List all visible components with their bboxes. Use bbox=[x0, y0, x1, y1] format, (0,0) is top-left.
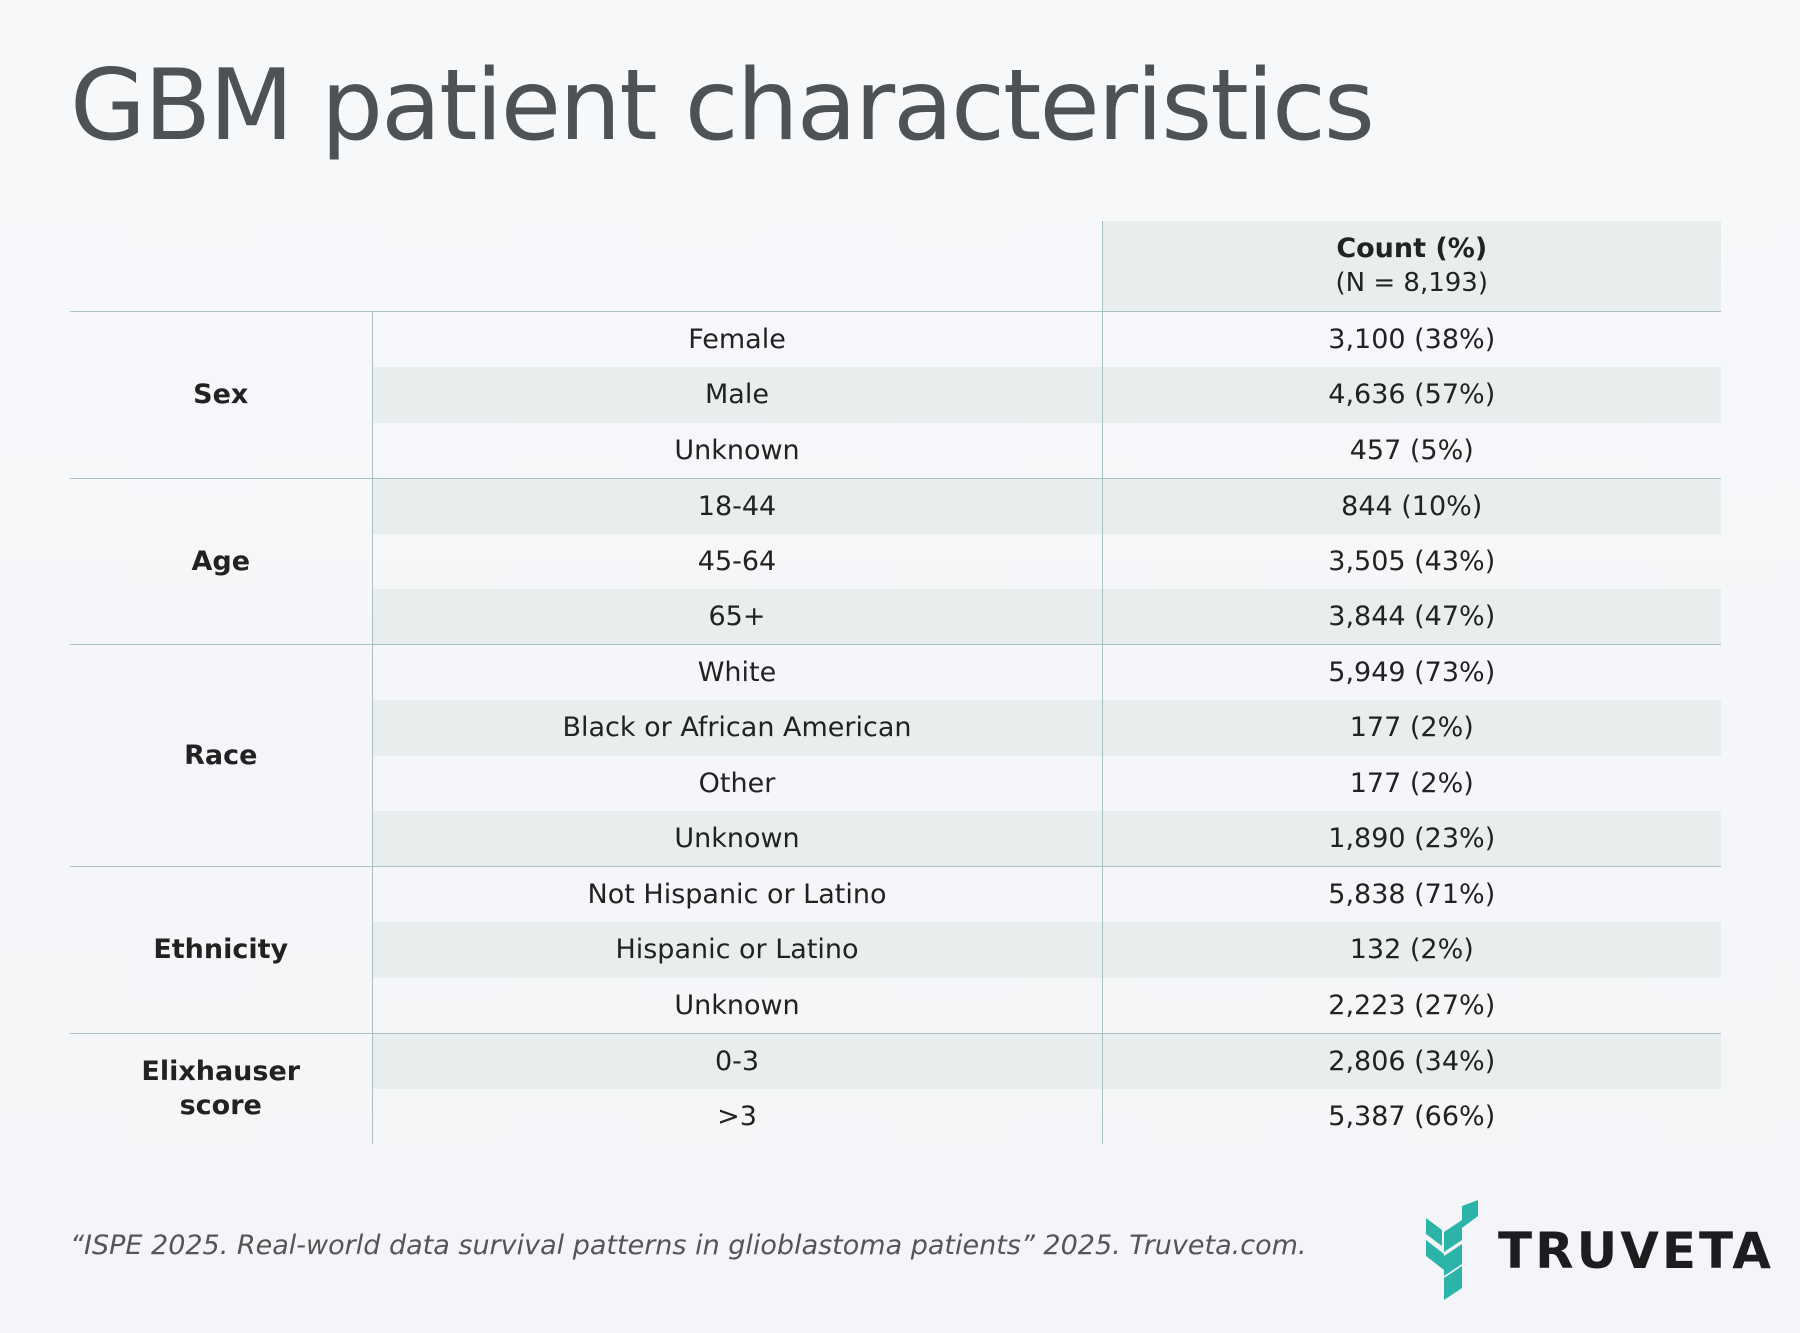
subgroup-label: Male bbox=[372, 367, 1102, 423]
subgroup-label: Unknown bbox=[372, 811, 1102, 867]
subgroup-label: Black or African American bbox=[372, 700, 1102, 756]
subgroup-label: 45-64 bbox=[697, 545, 777, 577]
characteristics-table: Count (%) (N = 8,193) Sex Female 3,100 (38… bbox=[70, 221, 1721, 1144]
count-value: 4,636 (57%) bbox=[1101, 367, 1721, 423]
table-row: Ethnicity Not Hispanic or Latino 5,838 (71… bbox=[70, 866, 1721, 1033]
table-row: Unknown 457 (5%) bbox=[70, 422, 1721, 478]
subgroup-label: Hispanic or Latino bbox=[372, 922, 1102, 978]
category-label: Race bbox=[70, 644, 373, 867]
header-blank bbox=[70, 221, 1102, 312]
table-row: 65+ 3,844 (47%) bbox=[70, 589, 1721, 645]
category-label: Sex bbox=[70, 311, 373, 478]
count-value: 177 (2%) bbox=[1101, 700, 1721, 756]
table-row: Male 4,636 (57%) bbox=[70, 367, 1721, 423]
table-row: Sex Female 3,100 (38%) bbox=[70, 311, 1721, 478]
value-header-title: Count (%) bbox=[1336, 233, 1488, 264]
subgroup-label: White bbox=[372, 644, 1102, 700]
count-value: 457 (5%) bbox=[1101, 422, 1721, 478]
table-body: Sex Female 3,100 (38%) Male 4,636 (57%) Unkno… bbox=[70, 311, 1721, 1144]
table-row: Hispanic or Latino 132 (2%) bbox=[70, 922, 1721, 978]
count-value: 2,223 (27%) bbox=[1101, 977, 1721, 1033]
count-value: 132 (2%) bbox=[1101, 922, 1721, 978]
count-value: 5,838 (71%) bbox=[1101, 866, 1721, 922]
source-footnote: “ISPE 2025. Real-world data survival pat… bbox=[70, 1230, 1307, 1261]
count-value: 3,505 (43%) bbox=[1101, 533, 1721, 589]
logo-wordmark: TRUVETA bbox=[1498, 1222, 1774, 1280]
subgroup-label: >3 bbox=[717, 1100, 757, 1132]
table-row: >3 5,387 (66%) bbox=[70, 1088, 1721, 1144]
subgroup-label: Unknown bbox=[674, 434, 800, 466]
count-value: 1,890 (23%) bbox=[1101, 811, 1721, 867]
table-row: Other 177 (2%) bbox=[70, 755, 1721, 811]
subgroup-label: 0-3 bbox=[372, 1032, 1102, 1089]
count-value: 3,100 (38%) bbox=[1101, 311, 1721, 367]
subgroup-label: 18-44 bbox=[372, 477, 1102, 534]
truveta-logo-icon bbox=[1426, 1200, 1478, 1300]
category-label: Ethnicity bbox=[70, 866, 373, 1033]
table-row: Unknown 1,890 (23%) bbox=[70, 811, 1721, 867]
table-row: Elixhauser score 0-3 2,806 (34%) bbox=[70, 1032, 1721, 1144]
table-row: 45-64 3,505 (43%) bbox=[70, 533, 1721, 589]
category-label: Age bbox=[70, 477, 373, 645]
count-value: 2,806 (34%) bbox=[1101, 1032, 1721, 1089]
subgroup-label: Female bbox=[372, 311, 1102, 367]
value-header-n: (N = 8,193) bbox=[1335, 268, 1488, 298]
table-row: Unknown 2,223 (27%) bbox=[70, 977, 1721, 1033]
count-value: 177 (2%) bbox=[1101, 755, 1721, 811]
page-title: GBM patient characteristics bbox=[70, 49, 1375, 163]
count-value: 5,387 (66%) bbox=[1101, 1088, 1721, 1144]
count-value: 3,844 (47%) bbox=[1101, 589, 1721, 645]
subgroup-label: Not Hispanic or Latino bbox=[372, 866, 1102, 922]
count-value: 5,949 (73%) bbox=[1101, 644, 1721, 700]
count-value: 844 (10%) bbox=[1101, 477, 1721, 534]
subgroup-label: Unknown bbox=[674, 989, 800, 1021]
table-row: Race White 5,949 (73%) bbox=[70, 644, 1721, 867]
category-label: Elixhauser score bbox=[70, 1032, 373, 1144]
subgroup-label: Other bbox=[698, 767, 776, 799]
value-column-header: Count (%) (N = 8,193) bbox=[1101, 221, 1721, 312]
truveta-logo: TRUVETA bbox=[1420, 1200, 1771, 1300]
table-row: Black or African American 177 (2%) bbox=[70, 700, 1721, 756]
subgroup-label: 65+ bbox=[372, 589, 1102, 645]
table-row: Age 18-44 844 (10%) bbox=[70, 477, 1721, 645]
